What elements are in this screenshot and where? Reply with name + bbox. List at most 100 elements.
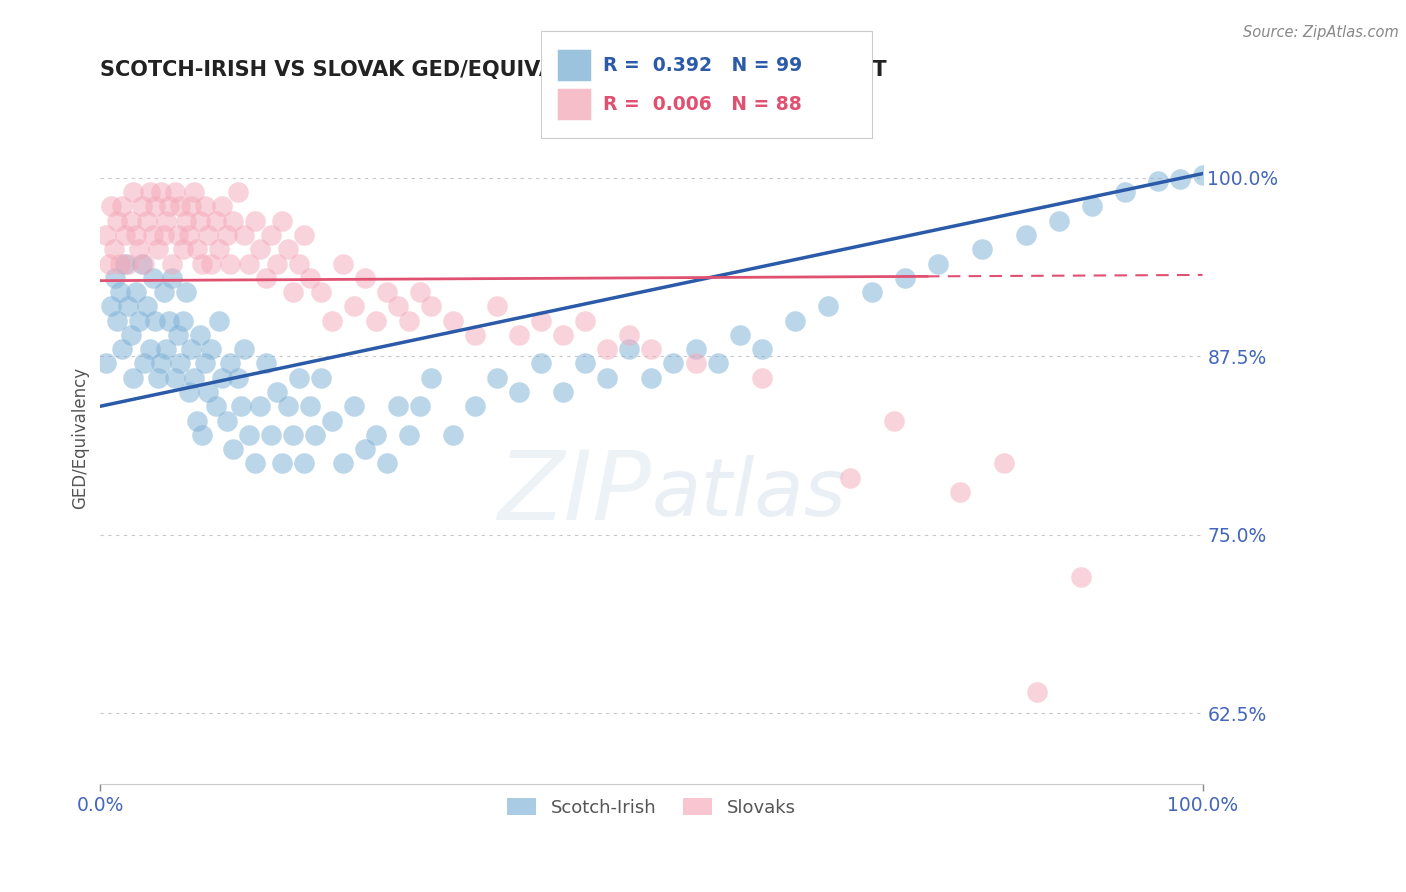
Point [100,199,122,213]
Point [398,427,420,442]
Point [332,456,354,470]
Point [993,456,1015,470]
Point [287,256,309,270]
Point [149,185,172,199]
Point [194,356,217,370]
Point [972,242,994,256]
Point [685,342,707,356]
Point [111,342,134,356]
Point [183,185,205,199]
Point [619,342,641,356]
Point [146,242,169,256]
Point [208,242,231,256]
Point [640,370,662,384]
Point [1047,213,1070,227]
Point [596,342,619,356]
Point [104,270,127,285]
Point [205,399,228,413]
Point [160,256,183,270]
Point [103,242,125,256]
Point [217,227,239,242]
Point [508,384,530,399]
Point [197,384,219,399]
Text: Source: ZipAtlas.com: Source: ZipAtlas.com [1243,25,1399,40]
Point [219,356,242,370]
Point [685,356,707,370]
Point [662,356,685,370]
Point [117,256,139,270]
Point [464,327,486,342]
Point [271,213,294,227]
Point [176,213,198,227]
Point [238,256,260,270]
Point [232,227,254,242]
Point [1026,684,1049,698]
Point [155,213,177,227]
Y-axis label: GED/Equivalency: GED/Equivalency [72,368,89,509]
Point [883,413,905,427]
Point [266,384,288,399]
Point [165,370,187,384]
Point [409,285,432,299]
Point [186,413,208,427]
Point [277,399,299,413]
Point [124,285,146,299]
Point [292,227,315,242]
Point [231,399,253,413]
Point [508,327,530,342]
Point [243,213,266,227]
Point [596,370,619,384]
Point [166,327,188,342]
Point [409,399,432,413]
Point [94,227,117,242]
Text: R =  0.392   N = 99: R = 0.392 N = 99 [603,55,803,75]
Point [243,456,266,470]
Point [221,442,243,456]
Point [441,427,464,442]
Point [249,242,271,256]
Point [145,199,167,213]
Point [260,227,283,242]
Point [169,356,191,370]
Point [177,227,200,242]
Point [149,356,172,370]
Point [271,456,294,470]
Point [1081,199,1104,213]
Point [177,384,200,399]
Point [108,285,131,299]
Point [131,256,153,270]
Point [153,285,176,299]
Point [122,370,145,384]
Point [194,199,217,213]
Point [817,299,839,313]
Point [420,299,443,313]
Point [375,285,398,299]
Point [728,327,751,342]
Point [283,285,305,299]
Point [574,313,596,327]
Point [134,356,156,370]
Point [117,299,139,313]
Point [122,185,145,199]
Point [186,242,208,256]
Point [783,313,806,327]
Point [188,213,211,227]
Point [292,456,315,470]
Point [139,185,162,199]
Point [165,185,187,199]
Point [343,399,366,413]
Point [1147,174,1170,188]
Point [190,256,212,270]
Point [1170,172,1192,186]
Point [354,270,377,285]
Point [139,342,162,356]
Point [221,213,243,227]
Text: atlas: atlas [651,455,846,533]
Point [398,313,420,327]
Point [105,313,128,327]
Point [894,270,917,285]
Point [298,399,321,413]
Point [135,299,157,313]
Point [114,256,136,270]
Point [205,213,228,227]
